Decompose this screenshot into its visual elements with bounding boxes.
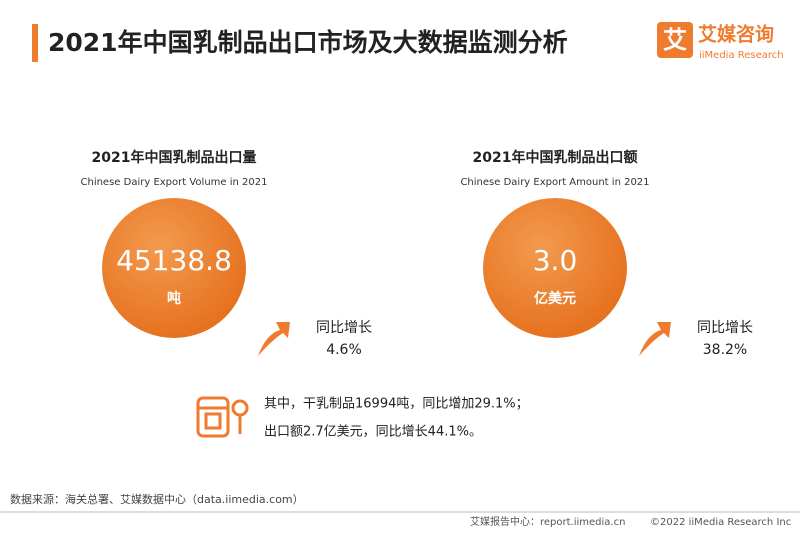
logo-icon: 艾 <box>663 26 687 54</box>
footer-copyright: ©2022 iiMedia Research Inc <box>650 517 791 528</box>
kpi-title-cn: 2021年中国乳制品出口量 <box>92 149 257 166</box>
logo-cn: 艾媒咨询 <box>698 23 774 46</box>
note-line: 其中，干乳制品16994吨，同比增加29.1%； <box>264 397 529 412</box>
logo-box <box>657 22 693 58</box>
note-icon <box>196 396 249 438</box>
title-bar <box>32 24 38 62</box>
kpi-value: 3.0 <box>533 244 578 277</box>
logo-en: iiMedia Research <box>699 50 784 61</box>
kpi-unit: 亿美元 <box>534 290 576 307</box>
note-line: 出口额2.7亿美元，同比增长44.1%。 <box>264 425 482 440</box>
growth-label: 同比增长 <box>697 320 753 336</box>
source: 数据来源：海关总署、艾媒数据中心（data.iimedia.com） <box>10 492 304 506</box>
kpi-group: 2021年中国乳制品出口量 Chinese Dairy Export Volume… <box>81 149 753 358</box>
kpi-circle <box>102 198 246 338</box>
growth-arrow <box>639 322 671 356</box>
kpi-title-en: Chinese Dairy Export Amount in 2021 <box>460 177 649 188</box>
growth-value: 38.2% <box>703 342 747 358</box>
kpi-title-cn: 2021年中国乳制品出口额 <box>473 149 638 166</box>
growth-value: 4.6% <box>326 342 362 358</box>
growth-label: 同比增长 <box>316 320 372 336</box>
kpi-unit: 吨 <box>167 290 181 307</box>
kpi-circle <box>483 198 627 338</box>
kpi-title-en: Chinese Dairy Export Volume in 2021 <box>81 177 268 188</box>
kpi-value: 45138.8 <box>116 244 232 277</box>
title: 2021年中国乳制品出口市场及大数据监测分析 <box>48 28 568 57</box>
growth-arrow <box>258 322 290 356</box>
footer-site: 艾媒报告中心：report.iimedia.cn <box>470 515 625 528</box>
